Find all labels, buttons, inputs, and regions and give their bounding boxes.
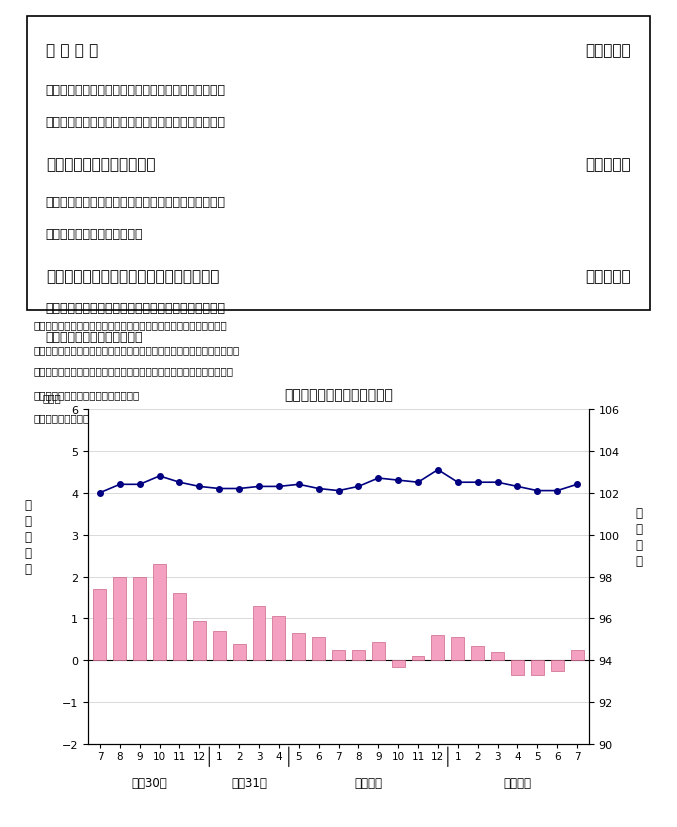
Text: １０１．７: １０１．７ (586, 157, 631, 173)
Bar (392, 661, 405, 667)
Bar (253, 606, 265, 661)
Text: 〇生鮮食品及びエネルギーを除く総合指数: 〇生鮮食品及びエネルギーを除く総合指数 (46, 269, 219, 284)
Text: 公表された指数値を用いて計算した値とは一致しない場合がある。: 公表された指数値を用いて計算した値とは一致しない場合がある。 (33, 366, 234, 375)
Bar (312, 638, 325, 661)
Bar (412, 657, 424, 661)
Bar (93, 590, 106, 661)
Bar (133, 577, 146, 661)
Bar (213, 631, 225, 661)
Bar (571, 650, 584, 661)
Bar (452, 638, 464, 661)
Bar (233, 643, 246, 661)
Bar (332, 650, 345, 661)
Text: 前　月　比（＋）０．３％（２か月ぶりの上昇）: 前 月 比（＋）０．３％（２か月ぶりの上昇） (46, 117, 225, 129)
Title: 鳥取市消費者物価指数の推移: 鳥取市消費者物価指数の推移 (284, 387, 393, 401)
Text: 総 合 指 数: 総 合 指 数 (46, 43, 98, 58)
Text: 前年同月比（＋）０．２％（４か月ぶりの上昇）: 前年同月比（＋）０．２％（４か月ぶりの上昇） (46, 84, 225, 97)
Text: 平成30年: 平成30年 (132, 776, 167, 789)
Text: ２）変化率、寄与度は、端数処理前の指数値を用いて計算しているため、: ２）変化率、寄与度は、端数処理前の指数値を用いて計算しているため、 (33, 344, 240, 354)
Text: １）指数値は、端数処理後（小数第２位を四捨五入）の数値である。: １）指数値は、端数処理後（小数第２位を四捨五入）の数値である。 (33, 320, 227, 330)
Bar (491, 653, 504, 661)
Text: 総
合
指
数: 総 合 指 数 (636, 506, 642, 567)
Bar (471, 646, 484, 661)
Text: 前年同月比（＋）０．２％（２か月連続の上昇）: 前年同月比（＋）０．２％（２か月連続の上昇） (46, 301, 225, 314)
Bar (193, 621, 206, 661)
Text: 令和元年: 令和元年 (354, 776, 383, 789)
Text: （％）: （％） (43, 393, 62, 403)
Bar (292, 633, 305, 661)
Bar (173, 594, 186, 661)
Bar (352, 650, 365, 661)
Text: 前
年
同
月
比: 前 年 同 月 比 (24, 498, 31, 575)
Text: 前　月　と　同　水　準: 前 月 と 同 水 準 (46, 331, 144, 344)
Bar (113, 577, 127, 661)
Text: 前　月　と　同　水　準: 前 月 と 同 水 準 (46, 228, 144, 241)
Text: １０２．４: １０２．４ (586, 43, 631, 58)
Text: 前年同月比（－）０．３％（４か月連続の下落）: 前年同月比（－）０．３％（４か月連続の下落） (46, 196, 225, 208)
Bar (272, 617, 285, 661)
Text: 〇生鮮食品を除く総合指数: 〇生鮮食品を除く総合指数 (46, 157, 155, 173)
Bar (511, 661, 524, 675)
Bar (372, 642, 385, 661)
Bar (550, 661, 564, 671)
Bar (431, 635, 444, 661)
Bar (531, 661, 544, 675)
Text: ３）前月比は原数値を掲載している。: ３）前月比は原数値を掲載している。 (33, 390, 139, 399)
Text: 令和２年: 令和２年 (504, 776, 531, 789)
Text: ４）総務省統計局「小売物価統計調査」の調査票情報をもとに作成したものである。: ４）総務省統計局「小売物価統計調査」の調査票情報をもとに作成したものである。 (33, 414, 271, 423)
Text: 平成31年: 平成31年 (231, 776, 267, 789)
Bar (153, 564, 166, 661)
Text: １０２．０: １０２．０ (586, 269, 631, 284)
